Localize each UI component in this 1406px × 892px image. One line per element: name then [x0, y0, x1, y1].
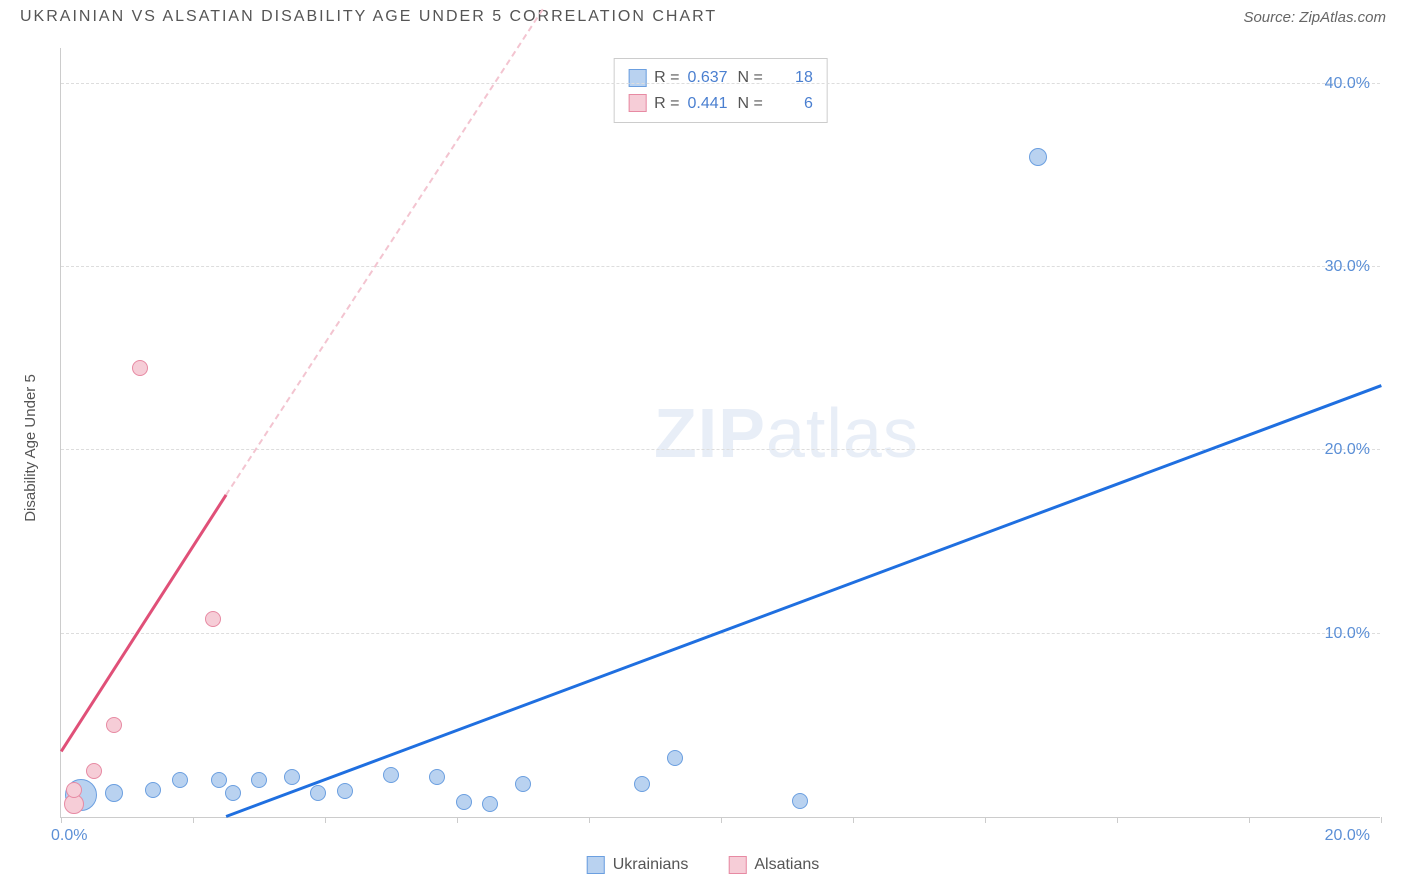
data-point [106, 717, 122, 733]
data-point [429, 769, 445, 785]
data-point [145, 782, 161, 798]
data-point [1029, 148, 1047, 166]
data-point [634, 776, 650, 792]
stats-row: R = 0.441 N = 6 [628, 91, 813, 117]
data-point [132, 360, 148, 376]
data-point [310, 785, 326, 801]
x-tick [1381, 817, 1382, 823]
x-min-label: 0.0% [51, 827, 87, 845]
data-point [667, 750, 683, 766]
gridline [61, 83, 1380, 84]
y-tick-label: 20.0% [1325, 441, 1370, 459]
y-tick-label: 30.0% [1325, 258, 1370, 276]
gridline [61, 266, 1380, 267]
data-point [337, 783, 353, 799]
legend-swatch [728, 856, 746, 874]
data-point [251, 772, 267, 788]
data-point [105, 784, 123, 802]
n-label: N = [738, 65, 763, 91]
stats-row: R = 0.637 N = 18 [628, 65, 813, 91]
r-value: 0.637 [688, 65, 730, 91]
data-point [205, 611, 221, 627]
legend-label: Ukrainians [613, 856, 689, 874]
x-max-label: 20.0% [1325, 827, 1370, 845]
x-tick [985, 817, 986, 823]
x-tick [721, 817, 722, 823]
r-label: R = [654, 91, 679, 117]
x-tick [193, 817, 194, 823]
chart-title: UKRAINIAN VS ALSATIAN DISABILITY AGE UND… [20, 8, 717, 26]
data-point [792, 793, 808, 809]
legend-swatch [628, 69, 646, 87]
data-point [515, 776, 531, 792]
data-point [211, 772, 227, 788]
legend-swatch [628, 94, 646, 112]
x-tick [61, 817, 62, 823]
source-attribution: Source: ZipAtlas.com [1243, 9, 1386, 26]
data-point [86, 763, 102, 779]
data-point [482, 796, 498, 812]
data-point [225, 785, 241, 801]
x-tick [1117, 817, 1118, 823]
x-tick [589, 817, 590, 823]
x-tick [853, 817, 854, 823]
legend-label: Alsatians [754, 856, 819, 874]
watermark: ZIPatlas [654, 393, 919, 473]
plot-area: ZIPatlas R =0.637N =18R =0.441N =6 0.0% … [60, 48, 1380, 818]
chart-container: Disability Age Under 5 ZIPatlas R = 0.637… [20, 48, 1386, 878]
legend-item: Ukrainians [587, 856, 689, 874]
data-point [383, 767, 399, 783]
data-point [66, 782, 82, 798]
stats-legend: R = 0.637 N = 18 R = 0.441 N = 6 [613, 58, 828, 123]
r-label: R = [654, 65, 679, 91]
n-value: 18 [771, 65, 813, 91]
trend-line [60, 494, 227, 752]
data-point [456, 794, 472, 810]
r-value: 0.441 [688, 91, 730, 117]
y-tick-label: 40.0% [1325, 75, 1370, 93]
x-tick [325, 817, 326, 823]
legend-swatch [587, 856, 605, 874]
data-point [172, 772, 188, 788]
x-tick [457, 817, 458, 823]
series-legend: Ukrainians Alsatians [587, 856, 820, 874]
data-point [284, 769, 300, 785]
gridline [61, 449, 1380, 450]
n-value: 6 [771, 91, 813, 117]
y-tick-label: 10.0% [1325, 625, 1370, 643]
y-axis-label: Disability Age Under 5 [22, 374, 39, 522]
x-tick [1249, 817, 1250, 823]
legend-item: Alsatians [728, 856, 819, 874]
n-label: N = [738, 91, 763, 117]
